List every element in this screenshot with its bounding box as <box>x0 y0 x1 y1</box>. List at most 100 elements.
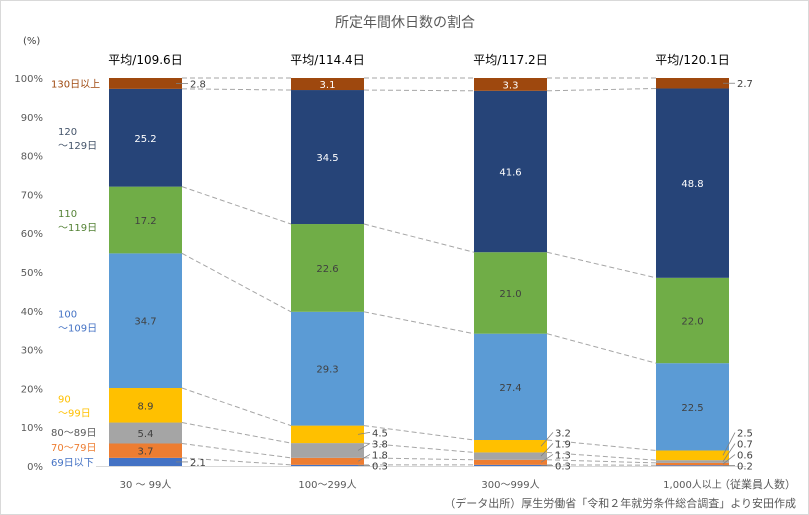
bar-segment <box>474 440 547 453</box>
bar-segment <box>109 457 182 466</box>
legend-label: 110 <box>58 209 77 220</box>
data-label: 2.1 <box>190 458 206 469</box>
bar-segment <box>474 459 547 465</box>
bar-segment <box>109 88 182 187</box>
bar-segment <box>474 452 547 460</box>
x-axis-unit-label: （従業員人数） <box>719 478 796 491</box>
connector-line <box>181 252 292 313</box>
data-label: 2.7 <box>737 79 753 90</box>
connector-line <box>363 89 475 92</box>
x-tick-label: 300〜999人 <box>481 479 539 491</box>
data-label: 34.5 <box>316 153 338 164</box>
y-tick-label: 30% <box>21 346 43 357</box>
legend-label: 120 <box>58 127 77 138</box>
data-label: 27.4 <box>499 383 521 394</box>
y-tick-label: 20% <box>21 384 43 395</box>
connector-line <box>181 387 292 427</box>
label-leader-line <box>722 454 736 465</box>
legend-item: 90 〜99日 <box>58 394 91 419</box>
bar-segment <box>291 224 364 312</box>
y-tick-label: 90% <box>21 113 43 124</box>
data-label: 22.5 <box>681 403 703 414</box>
data-label: 5.4 <box>138 429 154 440</box>
y-axis-label: (%) <box>23 36 40 47</box>
legend-item: 100 〜109日 <box>58 310 97 335</box>
label-leader-line <box>540 432 554 447</box>
average-label: 平均/120.1日 <box>655 53 729 67</box>
legend-item: 69日以下 <box>51 458 94 469</box>
data-label: 2.5 <box>737 429 753 440</box>
bar-segment <box>109 78 182 89</box>
bar-segment <box>109 253 182 389</box>
connector-line <box>546 459 657 464</box>
legend-label: 70〜79日 <box>51 443 96 454</box>
y-tick-label: 100% <box>14 74 43 85</box>
average-label: 平均/114.4日 <box>290 53 364 67</box>
connector-line <box>363 425 475 441</box>
bar-segment <box>291 464 364 466</box>
y-tick-label: 60% <box>21 229 43 240</box>
data-label: 3.8 <box>372 439 388 450</box>
connector-line <box>363 311 475 335</box>
connector-line <box>363 223 475 253</box>
bar-segment <box>109 186 182 254</box>
label-leader-line <box>540 443 554 457</box>
x-tick-label: 100〜299人 <box>298 479 356 491</box>
bar-segment <box>656 277 729 364</box>
y-tick-label: 10% <box>21 423 43 434</box>
connector-line <box>181 422 292 444</box>
label-leader-line <box>357 432 371 435</box>
y-tick-label: 80% <box>21 152 43 163</box>
data-label: 3.3 <box>503 80 519 91</box>
legend-label: 〜99日 <box>58 408 91 419</box>
data-label: 34.7 <box>134 317 156 328</box>
label-leader-line <box>540 454 554 463</box>
y-tick-label: 50% <box>21 268 43 279</box>
bar-segment <box>291 443 364 458</box>
legend-label: 100 <box>58 310 77 321</box>
connector-line <box>546 439 657 451</box>
bar-segment <box>474 78 547 91</box>
data-label: 4.5 <box>372 428 388 439</box>
bar-segment <box>109 422 182 444</box>
x-tick-label: 1,000人以上 <box>663 479 722 491</box>
legend-item: 130日以上 <box>51 78 100 90</box>
connector-line <box>181 457 292 466</box>
data-label: 0.3 <box>555 461 571 472</box>
legend-item: 70〜79日 <box>51 443 96 454</box>
data-label: 22.0 <box>681 317 703 328</box>
bar-segment <box>474 464 547 466</box>
bar-segment <box>656 363 729 451</box>
connector-line <box>546 251 657 279</box>
data-label: 41.6 <box>499 168 521 179</box>
bar-segment <box>291 425 364 444</box>
bar-segment <box>656 460 729 463</box>
data-label: 3.2 <box>555 428 571 439</box>
data-label: 3.7 <box>138 447 154 458</box>
data-label: 0.2 <box>737 462 753 473</box>
legend-item: 110 〜119日 <box>58 209 97 234</box>
data-label: 1.8 <box>372 450 388 461</box>
x-tick-label: 30 〜 99人 <box>120 479 172 491</box>
bar-segment <box>656 78 729 89</box>
label-leader-line <box>722 432 736 456</box>
connector-line <box>363 457 475 461</box>
data-label: 22.6 <box>316 264 338 275</box>
bar-segment <box>656 88 729 278</box>
data-label: 3.1 <box>320 80 336 91</box>
label-leader-line <box>357 454 371 462</box>
data-label: 0.3 <box>372 461 388 472</box>
connector-line <box>181 88 292 91</box>
legend-item: 80〜89日 <box>51 428 96 439</box>
source-note: （データ出所）厚生労働省「令和２年就労条件総合調査」より安田作成 <box>444 496 796 510</box>
bar-segment <box>291 78 364 91</box>
label-leader-line <box>722 443 736 462</box>
label-leader-line <box>357 443 371 451</box>
legend-label: 〜119日 <box>58 223 97 234</box>
data-label: 17.2 <box>134 216 156 227</box>
connector-line <box>546 87 657 92</box>
data-label: 21.0 <box>499 289 521 300</box>
data-label: 1.9 <box>555 439 571 450</box>
